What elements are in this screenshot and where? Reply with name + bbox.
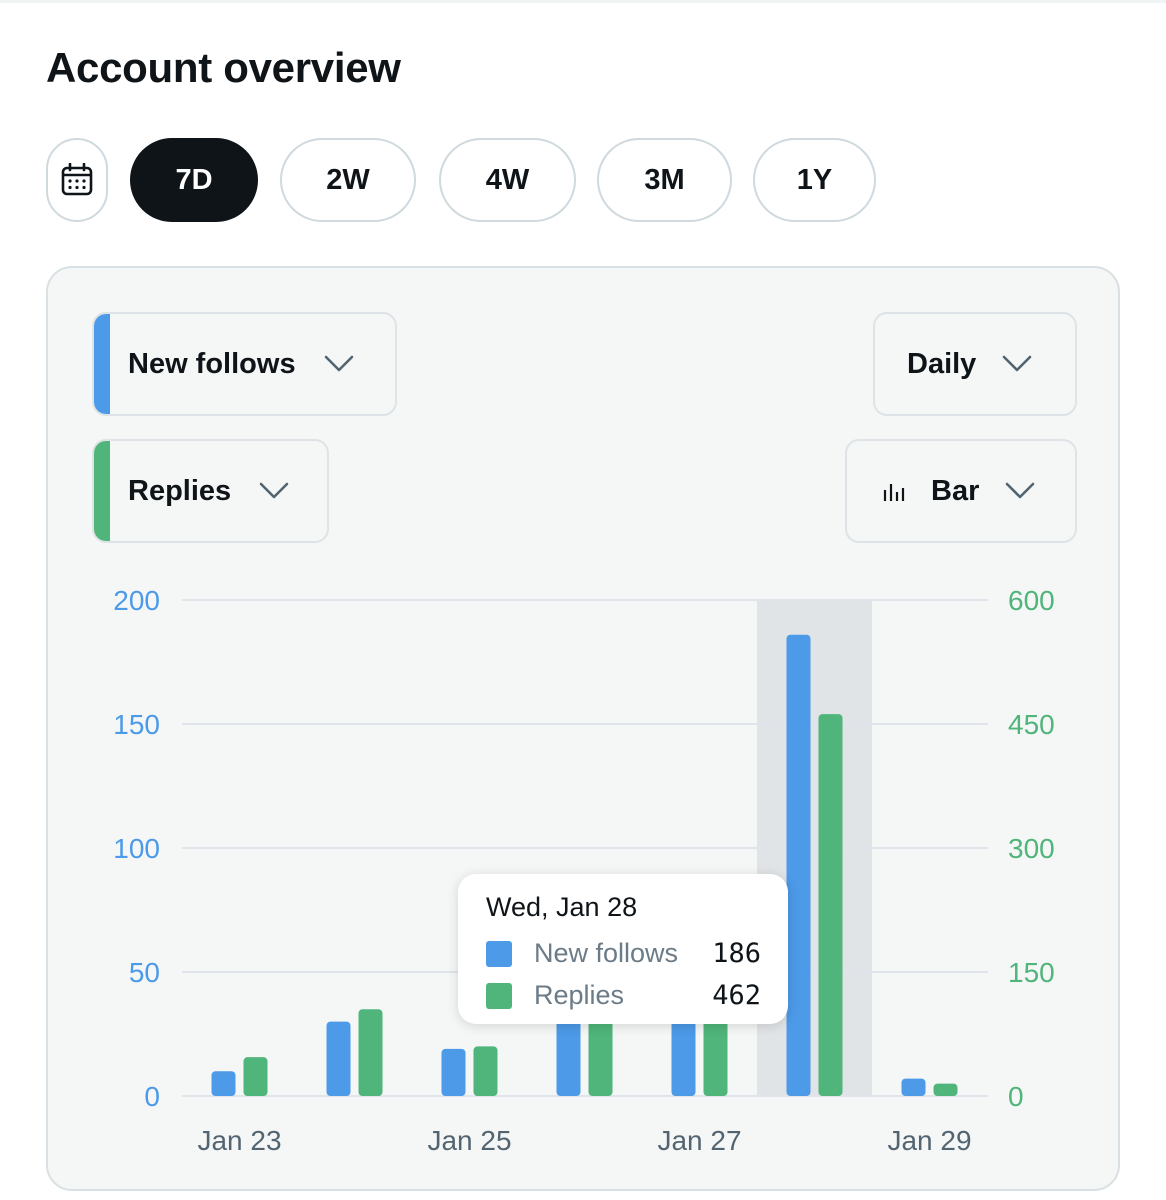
bar-new-follows	[901, 1078, 926, 1096]
y-left-tick-label: 100	[113, 833, 160, 864]
chevron-down-icon	[259, 482, 289, 500]
y-left-tick-label: 0	[144, 1081, 160, 1112]
x-tick-label: Jan 27	[657, 1125, 741, 1156]
bar-new-follows	[441, 1048, 466, 1096]
tooltip-series-name: Replies	[534, 980, 625, 1010]
y-left-tick-label: 150	[113, 709, 160, 740]
metric-dropdown-label: Replies	[128, 474, 232, 507]
tooltip-swatch	[486, 941, 512, 967]
bar-replies	[588, 1005, 613, 1096]
tooltip-series-value: 462	[712, 980, 761, 1011]
interval-dropdown[interactable]: Daily	[873, 312, 1077, 416]
bar-new-follows	[786, 634, 811, 1096]
bar-new-follows	[671, 1001, 696, 1096]
y-right-tick-label: 450	[1008, 709, 1055, 740]
bar-replies	[358, 1009, 383, 1096]
bar-new-follows	[211, 1071, 236, 1096]
chart-tooltip: Wed, Jan 28 New follows 186 Replies 462	[458, 874, 788, 1024]
bar-replies	[243, 1057, 268, 1096]
y-right-tick-label: 150	[1008, 957, 1055, 988]
range-3m-button[interactable]: 3M	[597, 138, 732, 222]
chevron-down-icon	[1002, 355, 1032, 373]
top-divider	[0, 0, 1166, 3]
bar-replies	[818, 714, 843, 1096]
bar-replies	[933, 1083, 958, 1096]
interval-dropdown-label: Daily	[907, 347, 977, 380]
y-right-tick-label: 0	[1008, 1081, 1024, 1112]
y-right-tick-label: 600	[1008, 585, 1055, 616]
bar-replies	[473, 1046, 498, 1096]
metric-dropdown-primary[interactable]: New follows	[92, 312, 397, 416]
tooltip-row: Replies 462	[486, 980, 761, 1011]
chart-type-label: Bar	[931, 474, 980, 507]
y-left-tick-label: 50	[129, 957, 160, 988]
y-left-tick-label: 200	[113, 585, 160, 616]
chart-type-dropdown[interactable]: Bar	[845, 439, 1077, 543]
tooltip-series-name: New follows	[534, 938, 679, 968]
range-2w-button[interactable]: 2W	[280, 138, 416, 222]
chevron-down-icon	[324, 355, 354, 373]
bar-replies	[703, 1000, 728, 1096]
range-1y-button[interactable]: 1Y	[753, 138, 876, 222]
y-right-tick-label: 300	[1008, 833, 1055, 864]
x-tick-label: Jan 23	[197, 1125, 281, 1156]
tooltip-date: Wed, Jan 28	[486, 892, 638, 922]
bar-new-follows	[556, 1006, 581, 1096]
metric-dropdown-secondary[interactable]: Replies	[92, 439, 329, 543]
tooltip-swatch	[486, 983, 512, 1009]
tooltip-series-value: 186	[712, 938, 761, 969]
metric-color-strip	[94, 441, 110, 541]
tooltip-row: New follows 186	[486, 938, 761, 969]
range-4w-button[interactable]: 4W	[439, 138, 576, 222]
chart-card: 0 50 100 150 200 0 150 300 450 600 Jan 23 Jan 25 Jan…	[46, 266, 1120, 1191]
bar-new-follows	[326, 1021, 351, 1096]
chevron-down-icon	[1005, 482, 1035, 500]
metric-color-strip	[94, 314, 110, 414]
x-tick-label: Jan 25	[427, 1125, 511, 1156]
calendar-icon	[61, 163, 93, 196]
range-7d-button[interactable]: 7D	[130, 138, 258, 222]
page-title: Account overview	[46, 44, 401, 91]
metric-dropdown-label: New follows	[128, 347, 296, 380]
calendar-button[interactable]	[46, 138, 108, 222]
bar-chart-icon	[883, 480, 905, 502]
x-tick-label: Jan 29	[887, 1125, 971, 1156]
